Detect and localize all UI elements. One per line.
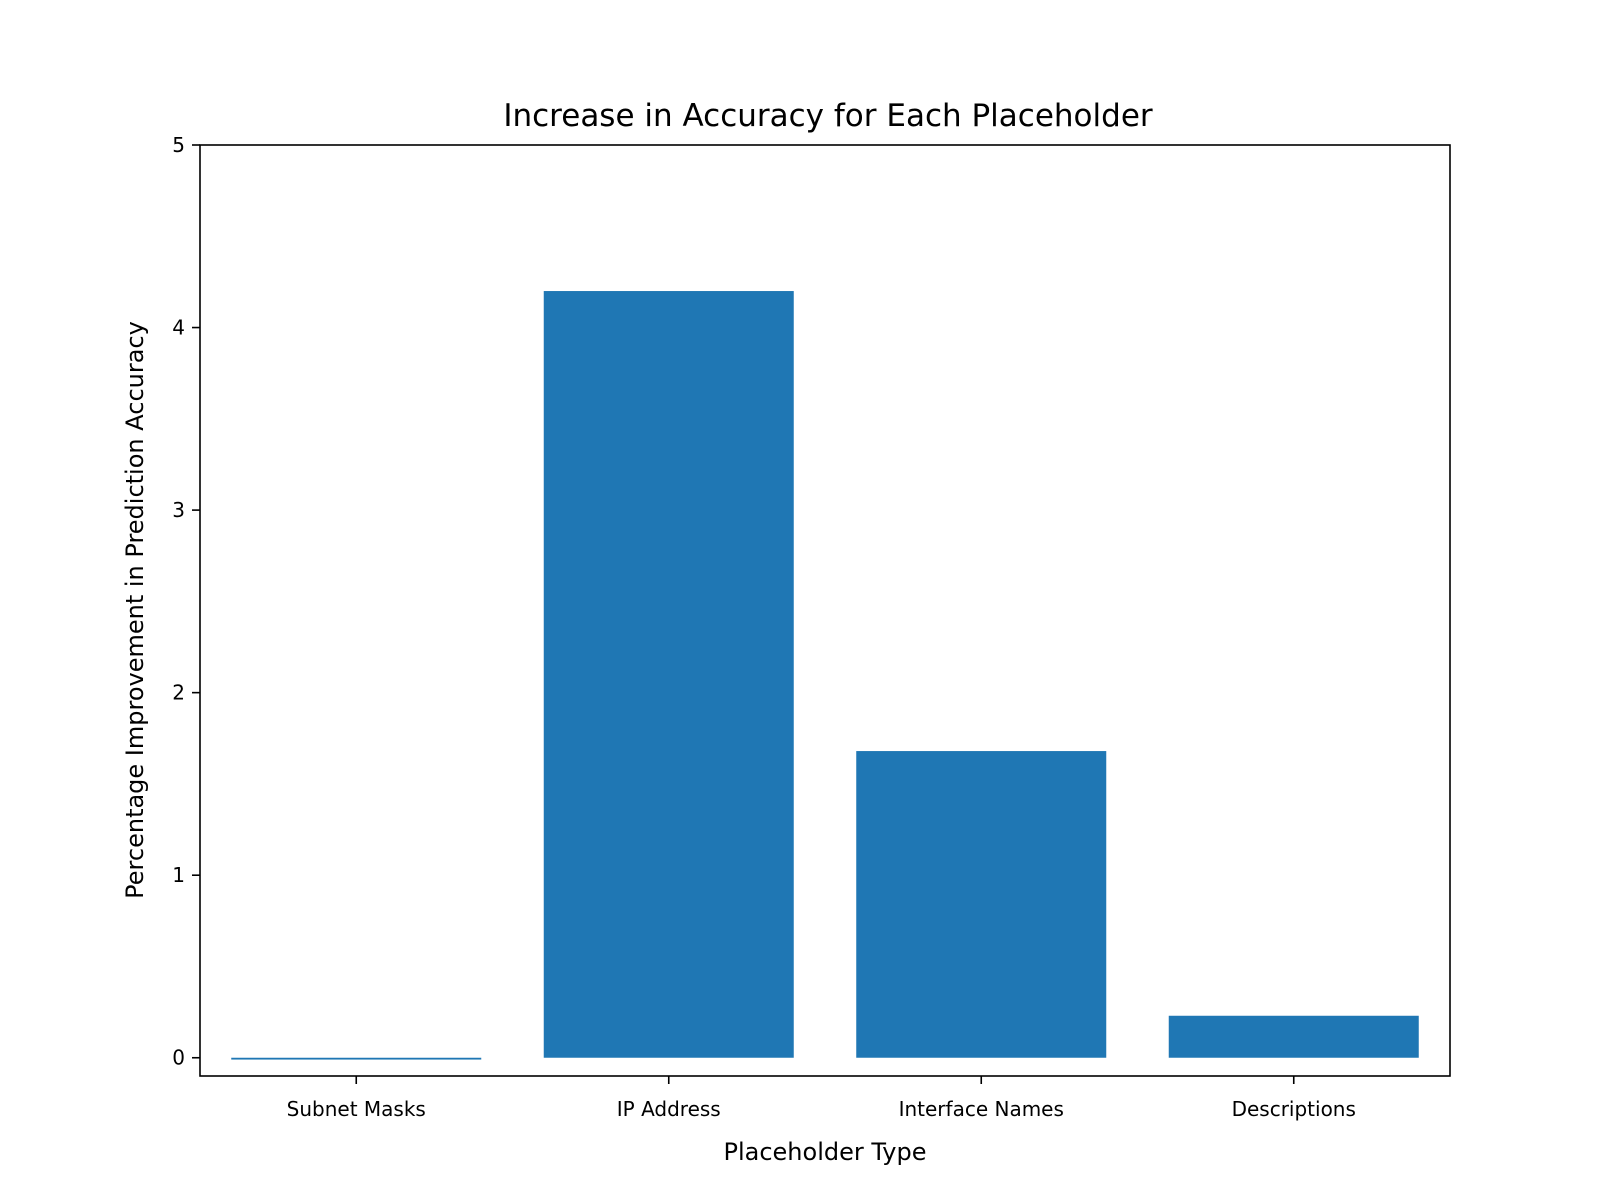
bar-ip-address [543, 291, 794, 1058]
y-tick-label: 4 [172, 316, 185, 340]
y-tick-label: 5 [172, 133, 185, 157]
chart-title: Increase in Accuracy for Each Placeholde… [503, 98, 1153, 134]
x-tick-label: IP Address [617, 1097, 721, 1121]
y-tick-label: 2 [172, 681, 185, 705]
bar-descriptions [1168, 1015, 1419, 1058]
bars-layer [231, 291, 1419, 1060]
y-tick-label: 0 [172, 1046, 185, 1070]
y-tick-label: 3 [172, 498, 185, 522]
bar-subnet-masks [231, 1057, 482, 1060]
y-axis: 0 1 2 3 4 5 [172, 133, 200, 1070]
y-tick-label: 1 [172, 863, 185, 887]
plot-frame [199, 144, 1451, 1077]
bar-interface-names [856, 751, 1107, 1058]
x-axis-label: Placeholder Type [724, 1138, 927, 1166]
x-axis: Subnet Masks IP Address Interface Names Des… [287, 1076, 1356, 1121]
x-tick-label: Interface Names [899, 1097, 1064, 1121]
y-axis-label: Percentage Improvement in Prediction Acc… [121, 321, 149, 899]
x-tick-label: Subnet Masks [287, 1097, 426, 1121]
x-tick-label: Descriptions [1232, 1097, 1356, 1121]
